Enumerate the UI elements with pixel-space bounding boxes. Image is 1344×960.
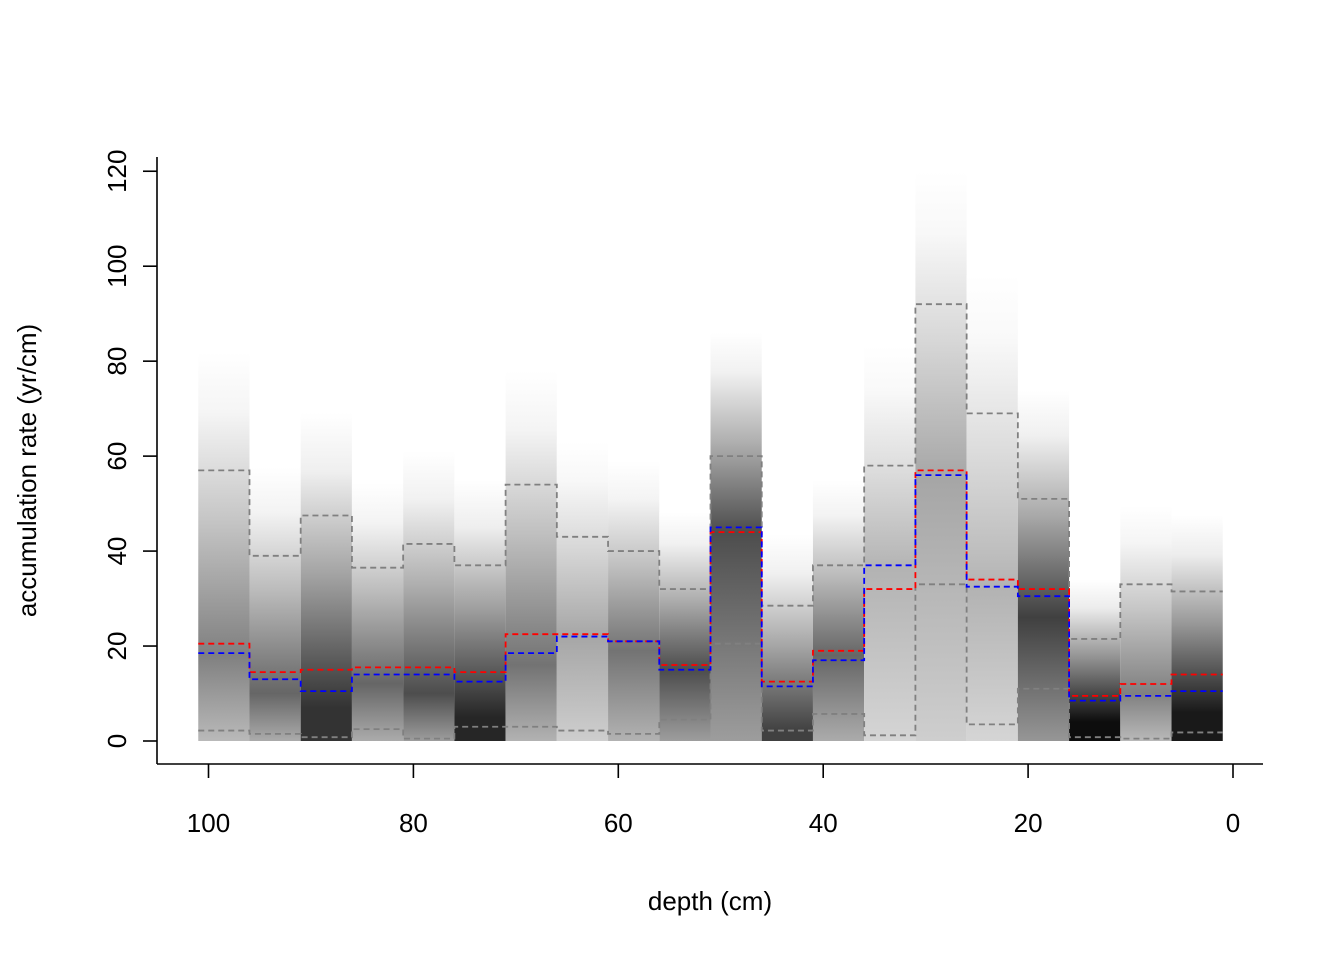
y-tick-label: 60 [102, 442, 132, 471]
density-bin [1120, 505, 1172, 741]
density-bin [966, 274, 1018, 741]
y-tick-label: 120 [102, 150, 132, 193]
density-bin [761, 534, 813, 741]
series-upper-interval [198, 303, 1223, 640]
density-bin [249, 467, 301, 741]
y-axis-ticks: 0 20 40 60 80 100 120 [102, 150, 157, 748]
density-bin [915, 171, 967, 742]
x-tick-label: 20 [1014, 808, 1043, 838]
series-median [198, 474, 1223, 702]
series-mean [198, 469, 1223, 697]
x-axis-ticks: 100 80 60 40 20 0 [187, 764, 1240, 838]
y-tick-label: 40 [102, 537, 132, 566]
density-bin [198, 351, 250, 741]
x-tick-label: 60 [604, 808, 633, 838]
y-axis-label: accumulation rate (yr/cm) [12, 324, 42, 617]
density-bins [198, 171, 1223, 742]
density-bin [864, 345, 916, 741]
density-bin [556, 441, 609, 741]
density-bin [403, 451, 455, 741]
density-bin [659, 512, 711, 741]
density-bin [1171, 515, 1223, 741]
density-bin [300, 412, 352, 741]
density-bin [1017, 390, 1070, 741]
x-tick-label: 40 [809, 808, 838, 838]
density-bin [608, 460, 660, 741]
x-axis-label: depth (cm) [648, 886, 772, 916]
y-tick-label: 20 [102, 632, 132, 661]
y-tick-label: 80 [102, 347, 132, 376]
density-bin [1069, 579, 1121, 741]
y-tick-label: 100 [102, 245, 132, 288]
density-bin [710, 332, 762, 741]
density-bin [454, 480, 506, 741]
x-tick-label: 80 [399, 808, 428, 838]
density-bin [351, 483, 404, 741]
series-lines [198, 303, 1223, 740]
x-tick-label: 0 [1226, 808, 1240, 838]
density-bin [505, 371, 557, 741]
y-tick-label: 0 [102, 734, 132, 748]
axes: 0 20 40 60 80 100 120 100 80 60 40 20 0 [102, 150, 1263, 838]
density-bin [812, 480, 865, 741]
x-tick-label: 100 [187, 808, 230, 838]
